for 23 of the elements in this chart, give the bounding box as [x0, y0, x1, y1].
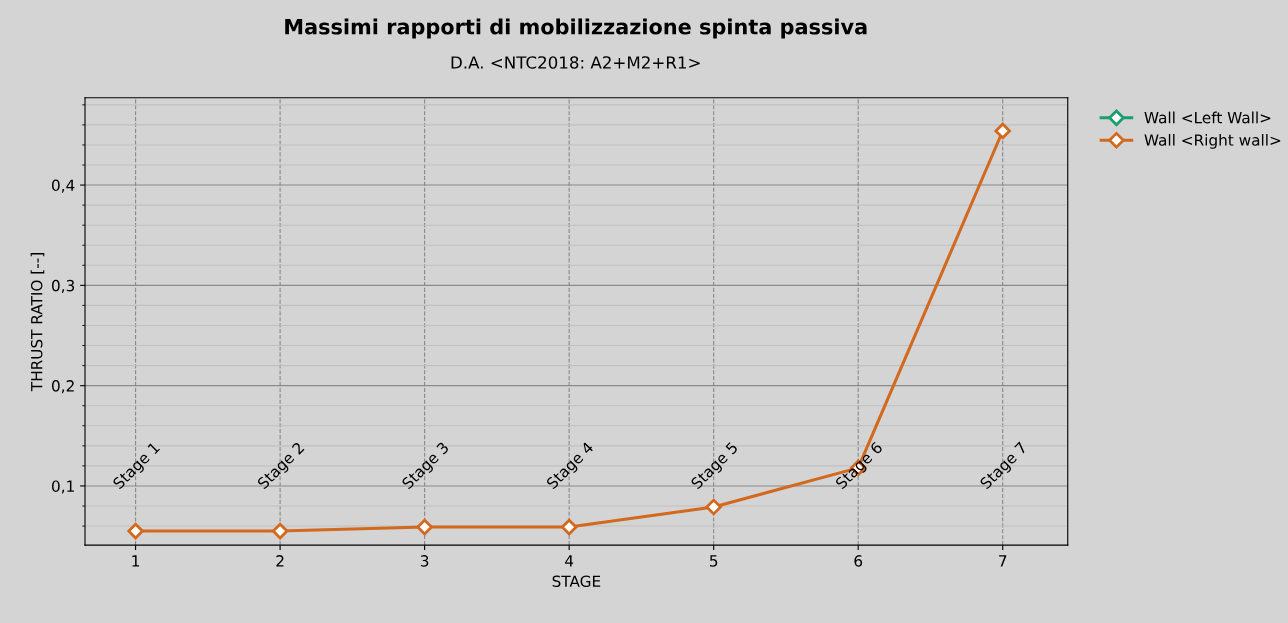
point: [127, 522, 144, 540]
y-tick-label: 0,4: [52, 179, 75, 193]
x-axis-title: STAGE: [552, 575, 601, 588]
x-tick-label: 4: [565, 555, 574, 567]
y-tick-label: 0,2: [52, 380, 74, 394]
x-tick-label: 7: [999, 555, 1007, 567]
point: [705, 498, 722, 516]
x-tick-label: 6: [854, 555, 863, 567]
y-axis-title: THRUST RATIO [--]: [30, 253, 45, 392]
x-tick-label: 1: [132, 555, 140, 567]
y-tick-label: 0,1: [52, 480, 74, 494]
legend-label: Wall <Left Wall>: [1144, 111, 1271, 124]
x-tick-label: 5: [709, 555, 718, 567]
x-tick-label: 2: [276, 555, 284, 567]
chart-title: Massimi rapporti di mobilizzazione spinta passiva: [285, 18, 867, 39]
point: [560, 518, 578, 536]
legend-label: Wall <Right wall>: [1144, 133, 1281, 149]
point: [271, 522, 289, 540]
x-tick-label: 3: [420, 555, 429, 567]
point: [994, 122, 1011, 140]
chart-subtitle: D.A. <NTC2018: A2+M2+R1>: [451, 56, 700, 69]
point: [416, 518, 433, 536]
y-tick-label: 0,3: [52, 279, 75, 293]
